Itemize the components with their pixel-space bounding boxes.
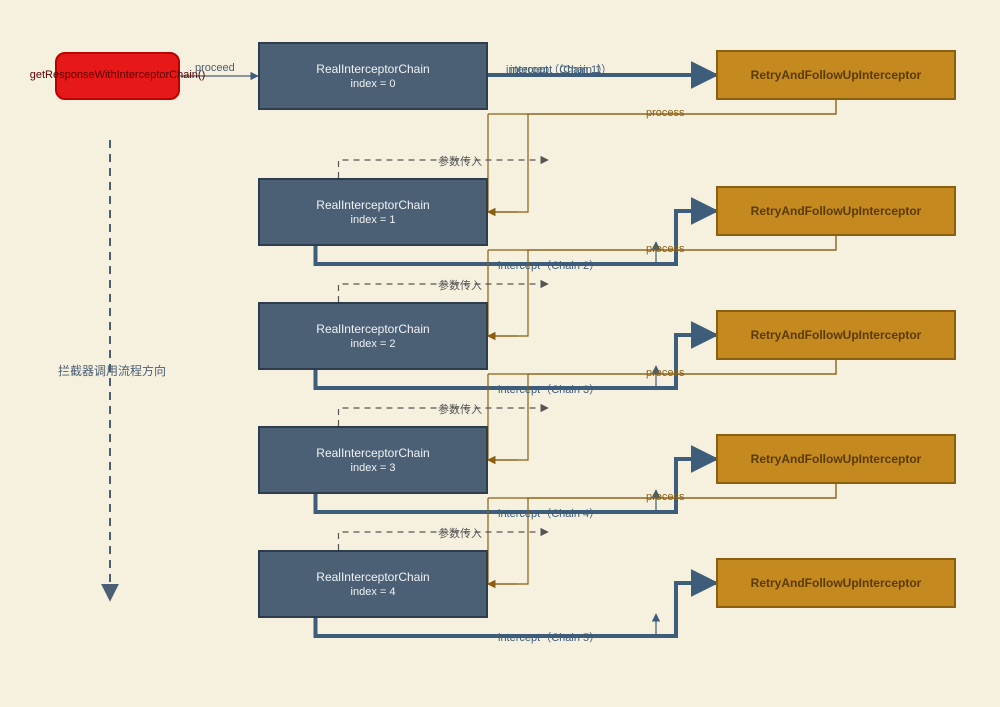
chain-index: index = 0 — [351, 78, 396, 90]
intercept-label-2: intercept（Chain 2） — [498, 257, 600, 273]
chain-title: RealInterceptorChain — [316, 198, 429, 212]
intercept-label-4: intercept（Chain 4） — [498, 505, 600, 521]
chain-node-1: RealInterceptorChain index = 1 — [258, 178, 488, 246]
interceptor-node-2: RetryAndFollowUpInterceptor — [716, 310, 956, 360]
process-label-0: process — [646, 107, 685, 119]
param-label-2: 参数传入 — [438, 401, 482, 417]
chain-node-3: RealInterceptorChain index = 3 — [258, 426, 488, 494]
chain-title: RealInterceptorChain — [316, 62, 429, 76]
process-label-2: process — [646, 367, 685, 379]
intercept-label-5: intercept（Chain 5） — [498, 629, 600, 645]
chain-title: RealInterceptorChain — [316, 570, 429, 584]
chain-node-0: RealInterceptorChain index = 0 — [258, 42, 488, 110]
flow-direction-label: 拦截器调用流程方向 — [58, 362, 166, 379]
interceptor-node-3: RetryAndFollowUpInterceptor — [716, 434, 956, 484]
chain-index: index = 1 — [351, 214, 396, 226]
interceptor-node-4: RetryAndFollowUpInterceptor — [716, 558, 956, 608]
chain-index: index = 3 — [351, 462, 396, 474]
intercept-label-1: intercept（Chain 1） — [510, 61, 612, 77]
param-label-3: 参数传入 — [438, 525, 482, 541]
proceed-label: proceed — [195, 62, 235, 74]
interceptor-node-0: RetryAndFollowUpInterceptor — [716, 50, 956, 100]
interceptor-node-1: RetryAndFollowUpInterceptor — [716, 186, 956, 236]
process-label-3: process — [646, 491, 685, 503]
start-node: getResponseWithInterceptorChain() — [55, 52, 180, 100]
chain-title: RealInterceptorChain — [316, 322, 429, 336]
chain-title: RealInterceptorChain — [316, 446, 429, 460]
chain-node-2: RealInterceptorChain index = 2 — [258, 302, 488, 370]
param-label-0: 参数传入 — [438, 153, 482, 169]
chain-index: index = 2 — [351, 338, 396, 350]
chain-index: index = 4 — [351, 586, 396, 598]
chain-node-4: RealInterceptorChain index = 4 — [258, 550, 488, 618]
process-label-1: process — [646, 243, 685, 255]
intercept-label-3: intercept（Chain 3） — [498, 381, 600, 397]
param-label-1: 参数传入 — [438, 277, 482, 293]
